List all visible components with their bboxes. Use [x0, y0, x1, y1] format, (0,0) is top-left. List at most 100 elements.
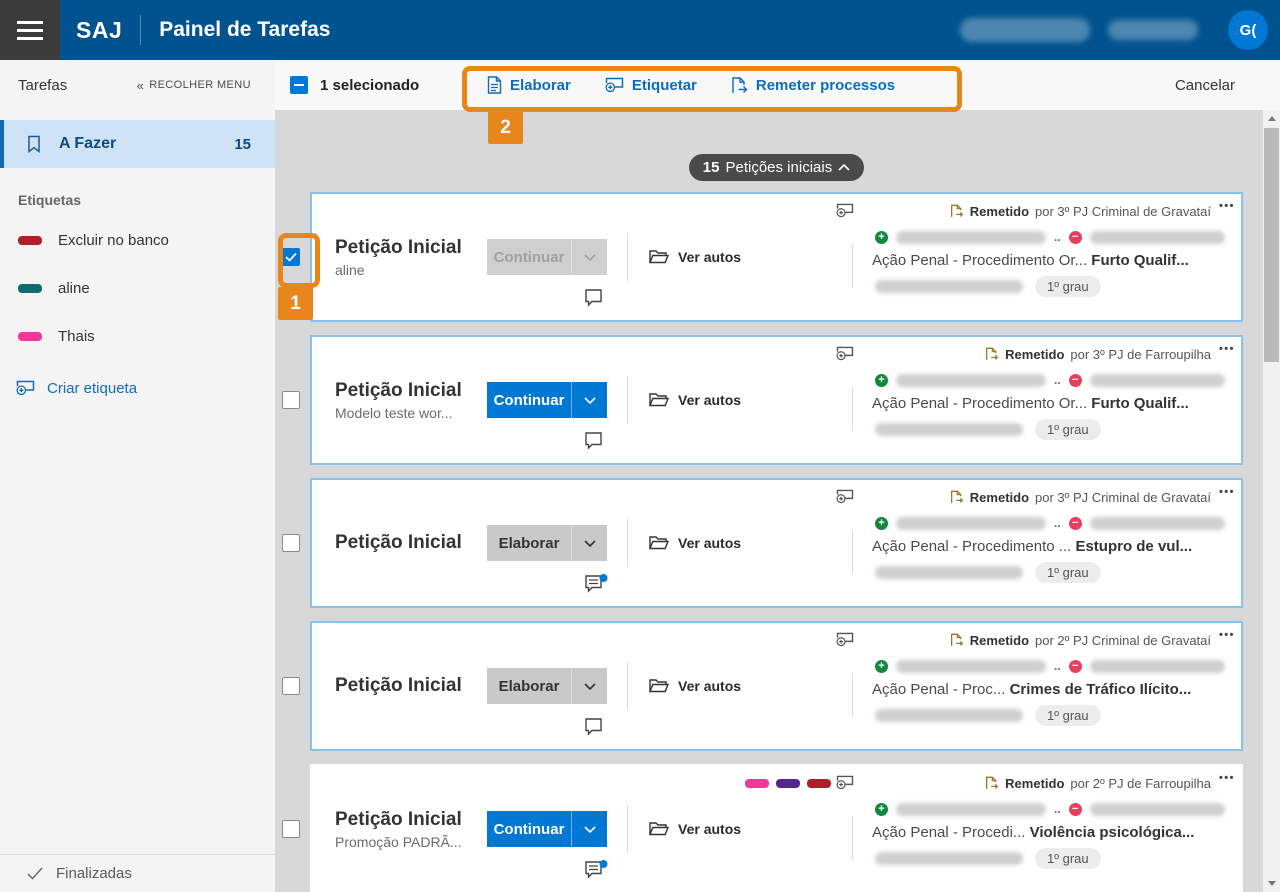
comment-icon[interactable]: [584, 860, 608, 881]
card-action-button[interactable]: Continuar: [487, 382, 607, 418]
more-options-icon[interactable]: •••: [1218, 629, 1235, 641]
card-action-label[interactable]: Elaborar: [498, 534, 560, 552]
tag-chip: [776, 779, 800, 788]
ver-autos-link[interactable]: Ver autos: [649, 535, 741, 551]
action-dropdown-button[interactable]: [571, 382, 607, 418]
sidebar-item-finalizadas[interactable]: Finalizadas: [0, 855, 275, 892]
classification-prefix: Ação Penal - Procedimento Or...: [872, 395, 1092, 412]
check-icon: [27, 867, 43, 880]
hamburger-icon: [17, 20, 43, 24]
etiquetar-button[interactable]: Etiquetar: [605, 77, 697, 94]
card-subtitle: Promoção PADRÃ...: [335, 834, 462, 850]
case-classification: Ação Penal - Procedimento Or... Furto Qu…: [872, 252, 1189, 269]
chevron-down-icon: [583, 682, 596, 690]
task-row: Petição Inicial Elaborar Ver autos: [282, 621, 1243, 751]
sent-document-icon: [950, 633, 964, 646]
ver-autos-link[interactable]: Ver autos: [649, 392, 741, 408]
collapse-menu-label: RECOLHER MENU: [149, 79, 251, 91]
sidebar-item-a-fazer[interactable]: A Fazer 15: [0, 120, 275, 168]
defendant-minus-icon: −: [1068, 373, 1082, 387]
avatar[interactable]: G(: [1228, 10, 1268, 50]
ver-autos-link[interactable]: Ver autos: [649, 821, 741, 837]
vertical-scrollbar[interactable]: [1263, 110, 1280, 892]
comment-icon[interactable]: [584, 574, 608, 595]
defendant-minus-icon: −: [1068, 516, 1082, 530]
card-info-divider: [852, 673, 853, 717]
card-info-divider: [852, 387, 853, 431]
sidebar-tag-item[interactable]: Thais: [0, 312, 275, 360]
card-action-label[interactable]: Elaborar: [498, 677, 560, 695]
action-dropdown-button[interactable]: [571, 668, 607, 704]
card-action-label[interactable]: Continuar: [493, 820, 565, 838]
card-divider: [627, 662, 628, 710]
card-action-button[interactable]: Continuar: [487, 811, 607, 847]
user-info-redacted: [1108, 20, 1198, 40]
comment-icon[interactable]: [584, 717, 608, 738]
card-action-button[interactable]: Elaborar: [487, 668, 607, 704]
selected-count-label: 1 selecionado: [320, 76, 420, 94]
redacted-party-name: [896, 373, 1046, 387]
comment-icon[interactable]: [584, 431, 608, 452]
hamburger-menu-button[interactable]: [0, 0, 60, 60]
plaintiff-plus-icon: +: [875, 373, 888, 387]
sidebar-tag-item[interactable]: aline: [0, 264, 275, 312]
action-dropdown-button[interactable]: [571, 525, 607, 561]
tag-add-icon[interactable]: [836, 203, 854, 218]
scroll-up-arrow[interactable]: [1263, 110, 1280, 127]
card-checkbox[interactable]: [282, 248, 300, 266]
tag-color-chip: [18, 331, 42, 341]
group-label: Petições iniciais: [725, 159, 833, 176]
scroll-down-arrow[interactable]: [1263, 875, 1280, 892]
card-title-block: Petição Inicial: [335, 531, 462, 555]
truncation-dots: ..: [1054, 230, 1061, 244]
send-document-icon: [732, 76, 748, 93]
ver-autos-link[interactable]: Ver autos: [649, 678, 741, 694]
card-checkbox[interactable]: [282, 677, 300, 695]
group-header-pill[interactable]: 15 Petições iniciais: [688, 154, 865, 181]
card-action-label[interactable]: Continuar: [493, 391, 565, 409]
more-options-icon[interactable]: •••: [1218, 486, 1235, 498]
card-checkbox[interactable]: [282, 391, 300, 409]
action-dropdown-button[interactable]: [571, 811, 607, 847]
ver-autos-link[interactable]: Ver autos: [649, 249, 741, 265]
tag-label: Excluir no banco: [58, 231, 169, 249]
card-action-label[interactable]: Continuar: [493, 248, 565, 266]
elaborar-button[interactable]: Elaborar: [487, 76, 571, 94]
ver-autos-label: Ver autos: [678, 249, 742, 265]
card-checkbox[interactable]: [282, 534, 300, 552]
tag-add-icon[interactable]: [836, 489, 854, 504]
redacted-case-number: [875, 852, 1023, 865]
tag-add-icon[interactable]: [836, 775, 854, 790]
more-options-icon[interactable]: •••: [1218, 772, 1235, 784]
create-tag-button[interactable]: Criar etiqueta: [0, 364, 275, 412]
more-options-icon[interactable]: •••: [1218, 200, 1235, 212]
scrollbar-thumb[interactable]: [1264, 128, 1279, 362]
redacted-party-name: [1089, 373, 1225, 387]
select-all-checkbox-indeterminate[interactable]: [290, 76, 308, 94]
tag-add-icon[interactable]: [836, 632, 854, 647]
card-action-button[interactable]: Elaborar: [487, 525, 607, 561]
card-action-button[interactable]: Continuar: [487, 239, 607, 275]
action-dropdown-button[interactable]: [571, 239, 607, 275]
card-title: Petição Inicial: [335, 809, 462, 830]
cancel-button[interactable]: Cancelar: [1174, 76, 1235, 94]
document-icon: [487, 76, 502, 94]
classification-subject: Crimes de Tráfico Ilícito...: [1009, 681, 1192, 698]
sidebar-tag-item[interactable]: Excluir no banco: [0, 216, 275, 264]
task-card: Petição Inicial Promoção PADRÃ... Contin…: [310, 764, 1243, 892]
tag-add-icon[interactable]: [836, 346, 854, 361]
tag-add-icon: [605, 77, 624, 93]
collapse-menu-button[interactable]: « RECOLHER MENU: [137, 78, 251, 93]
more-options-icon[interactable]: •••: [1218, 343, 1235, 355]
card-checkbox[interactable]: [282, 820, 300, 838]
plaintiff-plus-icon: +: [875, 516, 888, 530]
card-title-block: Petição Inicial aline: [335, 236, 462, 278]
comment-icon[interactable]: [584, 288, 608, 309]
tag-chip: [807, 779, 831, 788]
case-footer: 1º grau: [875, 419, 1101, 440]
tag-add-icon: [16, 380, 35, 396]
remeter-processos-button[interactable]: Remeter processos: [731, 77, 895, 94]
bulk-actions: Elaborar Etiquetar: [487, 76, 895, 94]
remeter-label: Remeter processos: [755, 76, 896, 94]
main-area: 1 selecionado Elaborar: [275, 60, 1280, 892]
